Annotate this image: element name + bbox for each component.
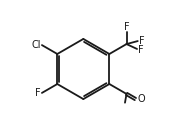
Text: F: F [139,36,144,46]
Text: F: F [35,88,41,98]
Text: F: F [124,22,129,31]
Text: Cl: Cl [31,40,41,50]
Text: F: F [138,45,144,55]
Text: O: O [137,94,145,104]
